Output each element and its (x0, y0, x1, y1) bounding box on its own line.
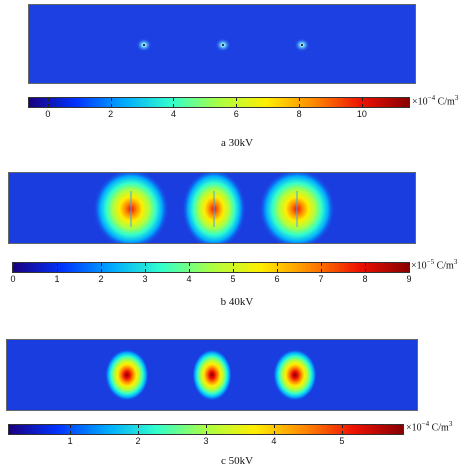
colorbar-tick (173, 98, 175, 101)
colorbar-tick (233, 269, 234, 272)
hotspot-c-3 (273, 349, 317, 401)
hotspot-c-1 (105, 349, 149, 401)
colorbar-tick (70, 425, 72, 428)
colorbar-tick (233, 263, 234, 266)
colorbar-tick (70, 431, 72, 434)
colorbar-tick-label: 3 (142, 274, 148, 284)
colorbar-tick-label: 4 (186, 274, 192, 284)
colorbar-tick-label: 3 (203, 436, 209, 446)
colorbar-tick (321, 263, 322, 266)
colorbar-tick-label: 2 (135, 436, 141, 446)
colorbar-tick (206, 425, 207, 428)
colorbar-tick (101, 269, 102, 272)
field-plot-b (8, 172, 416, 244)
colorbar-tick (173, 104, 175, 107)
colorbar-tick (341, 431, 343, 434)
colorbar-tick (101, 263, 102, 266)
colorbar-tick (145, 263, 146, 266)
colorbar-tick-label: 10 (356, 109, 367, 119)
colorbar-tick (299, 104, 301, 107)
field-plot-c (6, 339, 418, 411)
colorbar-tick (299, 98, 301, 101)
field-plot-a (28, 4, 416, 84)
colorbar-tick-label: 6 (233, 109, 239, 119)
colorbar-tick (13, 269, 14, 272)
colorbar-tick (341, 425, 343, 428)
colorbar-c (8, 424, 404, 435)
colorbar-tick (409, 263, 410, 266)
colorbar-tick (236, 104, 238, 107)
colorbar-a (28, 97, 410, 108)
colorbar-b (12, 262, 410, 273)
colorbar-tick-label: 4 (170, 109, 176, 119)
colorbar-tick-label: 6 (274, 274, 280, 284)
colorbar-tick (409, 269, 410, 272)
colorbar-unit-c: ×10−4 C/m3 (406, 420, 453, 434)
colorbar-tick (138, 431, 140, 434)
colorbar-tick-label: 0 (10, 274, 16, 284)
colorbar-tick (138, 425, 140, 428)
colorbar-tick (189, 263, 190, 266)
colorbar-tick (13, 263, 14, 266)
colorbar-tick-label: 1 (67, 436, 73, 446)
colorbar-tick-label: 8 (296, 109, 302, 119)
colorbar-tick-label: 0 (45, 109, 51, 119)
colorbar-tick (273, 425, 275, 428)
colorbar-tick (277, 269, 278, 272)
colorbar-tick (273, 431, 275, 434)
colorbar-tick (277, 263, 278, 266)
hotspot-c-2 (192, 349, 232, 401)
colorbar-unit-a: ×10−4 C/m3 (412, 94, 459, 108)
colorbar-tick (236, 98, 238, 101)
colorbar-tick-label: 4 (271, 436, 277, 446)
caption-a: a 30kV (220, 137, 254, 149)
colorbar-tick-label: 2 (98, 274, 104, 284)
colorbar-tick (365, 269, 366, 272)
caption-b: b 40kV (220, 296, 254, 308)
caption-c: c 50kV (220, 455, 254, 467)
colorbar-tick-label: 2 (108, 109, 114, 119)
colorbar-tick (361, 104, 363, 107)
colorbar-tick (110, 98, 112, 101)
colorbar-tick (361, 98, 363, 101)
colorbar-unit-b: ×10−5 C/m3 (411, 258, 458, 272)
colorbar-tick-label: 8 (362, 274, 368, 284)
colorbar-tick-label: 5 (339, 436, 345, 446)
colorbar-tick (145, 269, 146, 272)
colorbar-tick (47, 104, 49, 107)
colorbar-tick (110, 104, 112, 107)
colorbar-tick (206, 431, 207, 434)
colorbar-tick-label: 7 (318, 274, 324, 284)
colorbar-tick-label: 1 (54, 274, 60, 284)
colorbar-tick-label: 9 (406, 274, 412, 284)
colorbar-tick (57, 263, 58, 266)
colorbar-tick (321, 269, 322, 272)
colorbar-tick (189, 269, 190, 272)
colorbar-tick-label: 5 (230, 274, 236, 284)
colorbar-tick (57, 269, 58, 272)
colorbar-tick (365, 263, 366, 266)
colorbar-tick (47, 98, 49, 101)
